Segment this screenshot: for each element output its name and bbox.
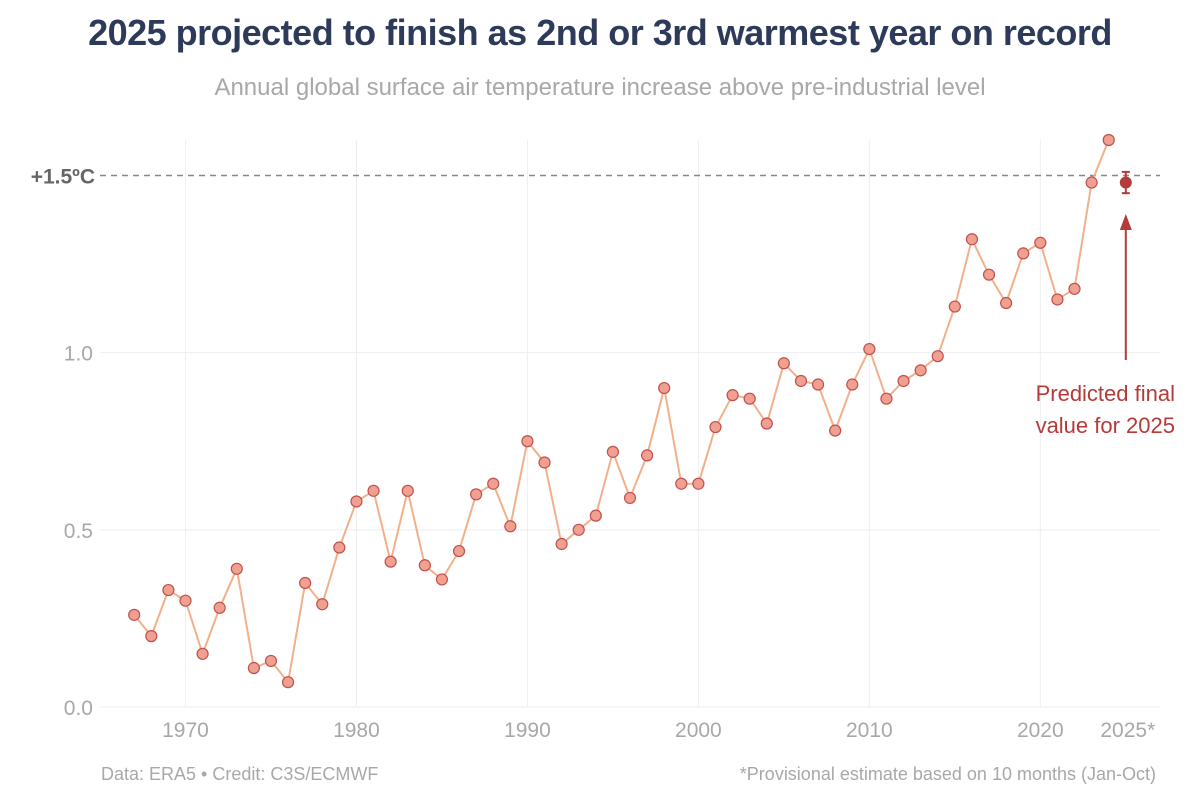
prediction-point-2025	[1119, 176, 1132, 189]
data-point-1972	[213, 601, 226, 614]
data-point-2017	[982, 268, 996, 281]
data-point-1984	[418, 559, 431, 572]
x-tick-label: 1980	[333, 719, 380, 742]
data-point-2022	[1068, 282, 1081, 295]
x-tick-label: 2020	[1017, 719, 1064, 742]
data-point-2012	[897, 374, 910, 388]
data-point-1979	[333, 541, 346, 554]
data-point-1977	[299, 576, 312, 590]
data-point-2013	[914, 364, 927, 377]
y-tick-label: 0.5	[64, 520, 93, 543]
data-point-1998	[658, 381, 671, 395]
data-point-1988	[487, 477, 500, 490]
data-point-2009	[846, 378, 859, 391]
reference-line-label: +1.5ºC	[31, 165, 95, 188]
chart-title: 2025 projected to finish as 2nd or 3rd w…	[88, 12, 1112, 53]
y-tick-label: 0.0	[64, 697, 93, 720]
temperature-series-line	[133, 139, 1110, 685]
chart-subtitle: Annual global surface air temperature in…	[214, 74, 986, 101]
data-point-1975	[264, 654, 278, 668]
data-point-2008	[829, 424, 842, 437]
data-point-1968	[145, 630, 158, 643]
data-point-2018	[1000, 296, 1013, 310]
data-point-1970	[179, 594, 192, 607]
data-point-1997	[640, 449, 654, 462]
data-point-1980	[350, 495, 363, 508]
data-point-1974	[247, 661, 260, 675]
data-point-1981	[367, 484, 380, 497]
data-point-1976	[281, 676, 295, 689]
data-point-2023	[1085, 176, 1098, 189]
x-tick-label: 1970	[162, 719, 209, 742]
data-point-1969	[162, 583, 175, 597]
provisional-note: *Provisional estimate based on 10 months…	[739, 764, 1156, 784]
data-point-1983	[401, 484, 414, 497]
data-point-2005	[777, 357, 790, 370]
x-tick-label: 2010	[846, 719, 893, 742]
data-point-1973	[230, 562, 243, 575]
data-point-2020	[1034, 236, 1047, 249]
data-point-2019	[1017, 247, 1030, 260]
annotation-arrow-head	[1119, 214, 1132, 230]
data-point-2001	[709, 420, 722, 434]
annotation-text-line1: Predicted final	[1036, 381, 1175, 406]
data-point-1990	[521, 435, 534, 448]
data-point-1967	[128, 608, 141, 621]
x-tick-label: 1990	[504, 719, 551, 742]
data-point-2016	[965, 233, 979, 246]
data-point-1987	[470, 488, 483, 501]
annotation-text-line2: value for 2025	[1036, 413, 1175, 438]
data-point-2011	[880, 392, 893, 405]
data-point-1986	[452, 544, 466, 558]
data-point-1993	[572, 523, 585, 536]
data-point-2002	[726, 389, 739, 402]
data-point-1978	[316, 598, 329, 611]
data-point-2006	[794, 374, 808, 388]
x-tick-label: 2025*	[1100, 719, 1155, 742]
data-point-2015	[948, 300, 961, 313]
data-point-1991	[538, 456, 551, 469]
data-point-1982	[384, 555, 397, 568]
data-point-2010	[863, 342, 876, 356]
data-point-1996	[623, 491, 637, 505]
data-point-1971	[196, 647, 209, 660]
data-point-2004	[760, 417, 773, 430]
data-point-1999	[675, 477, 688, 490]
data-point-2003	[743, 392, 756, 405]
data-point-2021	[1051, 293, 1064, 306]
data-point-1995	[606, 445, 620, 458]
data-point-1992	[555, 537, 568, 551]
data-point-2014	[931, 350, 944, 363]
data-point-2000	[692, 477, 705, 490]
x-tick-label: 2000	[675, 719, 722, 742]
data-point-1994	[589, 509, 602, 522]
data-point-1985	[435, 573, 449, 586]
data-credit: Data: ERA5 • Credit: C3S/ECMWF	[101, 764, 379, 784]
data-point-1989	[504, 520, 517, 533]
data-point-2007	[811, 378, 825, 391]
data-point-2024	[1102, 133, 1115, 147]
y-tick-label: 1.0	[64, 343, 93, 366]
